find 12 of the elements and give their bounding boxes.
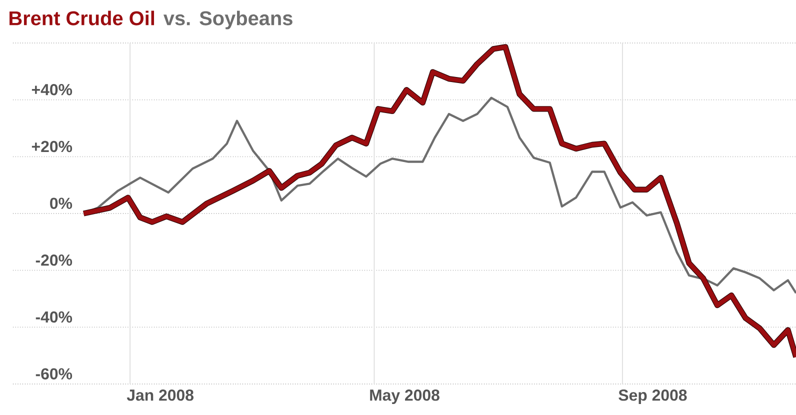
y-tick-label: -40%: [36, 311, 72, 323]
chart-title: vs.: [163, 14, 190, 26]
x-tick-label: Jan 2008: [126, 390, 194, 401]
y-tick-label: +20%: [32, 140, 72, 152]
y-tick-label: +40%: [32, 84, 72, 96]
text: Brent Crude Oil: [10, 10, 154, 26]
y-tick-label: 0%: [50, 198, 72, 209]
text: Soybeans: [200, 10, 292, 30]
x-tick-label: Sep 2008: [618, 390, 687, 404]
y-tick-label: -20%: [36, 254, 72, 266]
x-tick-label: May 2008: [370, 390, 440, 404]
y-tick-label: -60%: [36, 368, 72, 380]
